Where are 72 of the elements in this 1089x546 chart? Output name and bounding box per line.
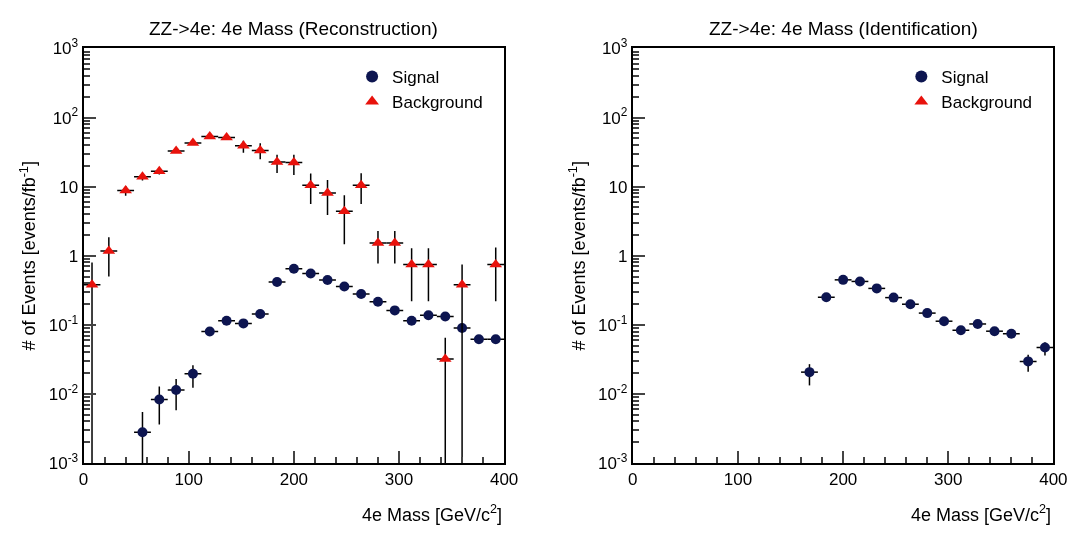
x-tick-label: 100 (174, 470, 203, 490)
point (905, 299, 916, 310)
point (838, 274, 849, 285)
point (473, 334, 484, 345)
point (406, 315, 417, 326)
y-tick-label: 10$^{3}$ (601, 36, 628, 59)
point (489, 258, 503, 268)
x-tick-label: 200 (828, 470, 858, 490)
point (238, 318, 249, 329)
point (871, 283, 882, 294)
point (922, 308, 933, 319)
point (423, 310, 434, 321)
point (804, 367, 815, 378)
point (1023, 356, 1034, 367)
x-tick-label: 0 (78, 470, 89, 490)
point (821, 292, 832, 303)
x-tick-label: 300 (384, 470, 414, 490)
point (490, 334, 501, 345)
point (204, 326, 215, 337)
point (255, 308, 266, 319)
y-tick-label: 10$^{3}$ (52, 36, 79, 59)
y-tick-label: 1 (617, 246, 628, 266)
y-tick-label: 10$^{2}$ (601, 105, 628, 128)
point (972, 318, 983, 329)
point (253, 144, 267, 154)
y-tick-label: 1 (68, 246, 79, 266)
x-axis-title: 4e Mass [GeV/c$^{2}$] (911, 502, 1052, 525)
y-tick-label: 10$^{-2}$ (597, 381, 628, 404)
point (154, 394, 165, 405)
point (1006, 328, 1017, 339)
point (322, 274, 333, 285)
x-tick-label: 400 (1039, 470, 1068, 490)
point (187, 368, 198, 379)
x-tick-label: 200 (279, 470, 309, 490)
y-tick-label: 10$^{-1}$ (48, 312, 79, 335)
point (888, 292, 899, 303)
y-tick-label: 10$^{-1}$ (597, 312, 628, 335)
point (152, 165, 166, 175)
point (854, 276, 865, 287)
y-tick-label: 10 (59, 177, 79, 197)
point (440, 311, 451, 322)
legend-label: Signal (392, 68, 440, 88)
x-axis-title: 4e Mass [GeV/c$^{2}$] (362, 502, 503, 525)
x-tick-label: 0 (628, 470, 638, 490)
point (288, 263, 299, 274)
point (221, 315, 232, 326)
y-tick-label: 10$^{-3}$ (48, 450, 79, 474)
point (305, 268, 316, 279)
point (939, 316, 950, 327)
point (372, 296, 383, 307)
point (356, 288, 367, 299)
x-tick-label: 300 (934, 470, 963, 490)
legend-label: Background (941, 93, 1033, 113)
y-tick-label: 10$^{-3}$ (597, 450, 628, 474)
point (989, 326, 1000, 337)
point (137, 427, 148, 438)
y-tick-label: 10 (608, 177, 628, 197)
point (1039, 342, 1050, 353)
y-tick-label: 10$^{2}$ (52, 105, 79, 128)
point (955, 325, 966, 336)
chart-title: ZZ->4e: 4e Mass (Identification) (709, 18, 978, 39)
point (389, 305, 400, 316)
legend-label: Background (392, 93, 483, 113)
x-tick-label: 100 (723, 470, 753, 490)
point (339, 281, 350, 292)
y-tick-label: 10$^{-2}$ (48, 381, 79, 404)
chart-title: ZZ->4e: 4e Mass (Reconstruction) (149, 18, 438, 39)
point (337, 205, 351, 215)
x-tick-label: 400 (489, 470, 519, 490)
point (171, 385, 182, 396)
legend-label: Signal (941, 68, 989, 88)
point (272, 277, 283, 287)
